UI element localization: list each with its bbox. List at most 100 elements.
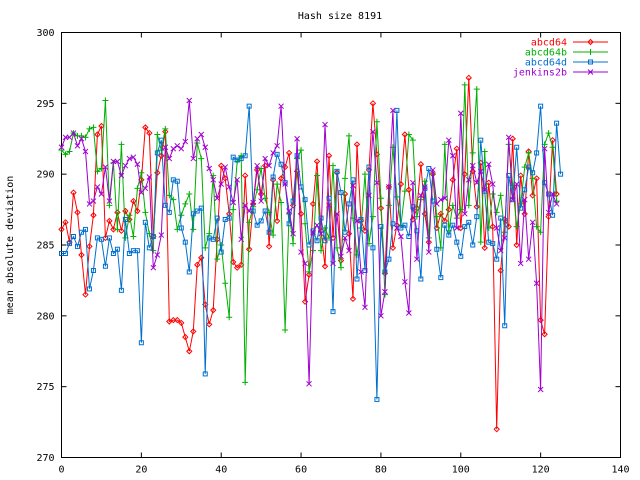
series-layer [58,74,564,433]
data-point [166,155,173,162]
y-tick-label: 285 [36,241,54,252]
data-point [410,179,416,186]
data-point [401,188,408,195]
data-point [290,230,296,237]
legend-label: jenkins2b [513,68,567,79]
data-point [321,263,329,270]
data-point [446,232,452,238]
data-point [62,219,69,226]
data-point [493,425,500,433]
data-point [370,245,376,251]
data-point [538,103,544,109]
data-point [206,165,213,172]
data-point [342,235,348,241]
data-point [525,149,532,156]
data-point [509,196,516,203]
data-point [106,235,112,241]
data-point [493,225,500,231]
data-point [86,201,93,207]
data-point [326,202,332,209]
data-point [186,269,192,275]
data-point [230,154,236,160]
data-point [481,244,488,252]
data-point [425,234,432,241]
data-point [194,261,201,269]
data-point [82,148,89,155]
legend-label: abcd64d [525,58,567,69]
data-point [218,181,225,187]
data-point [457,110,464,117]
data-point [525,256,532,263]
data-point [190,328,197,335]
data-point [302,260,308,267]
data-point [174,316,181,324]
data-point [202,144,209,151]
data-point [513,181,520,187]
data-point [146,245,152,251]
data-point [86,286,92,292]
data-point [210,306,217,314]
data-point [94,168,101,175]
data-point [270,174,276,180]
data-point [390,221,396,227]
data-point [449,202,456,209]
data-point [549,144,556,151]
data-point [142,185,149,192]
data-point [270,150,276,156]
data-point [509,135,516,142]
data-point [421,178,428,185]
data-point [134,248,140,254]
data-point [253,166,261,174]
data-point [306,242,312,248]
data-point [226,215,232,221]
data-point [142,124,149,131]
data-point [106,198,113,204]
data-point [402,278,408,285]
data-point [242,379,249,386]
data-point [282,181,288,187]
data-point [385,202,392,209]
data-point [366,192,372,199]
data-point [361,171,368,178]
data-point [265,243,273,250]
data-point [98,191,105,197]
x-tick-label: 80 [375,465,387,476]
data-point [66,148,73,155]
data-point [546,191,552,197]
data-point [518,205,524,211]
data-point [106,202,113,209]
data-point [529,219,536,226]
data-point [338,264,344,271]
data-point [290,240,297,247]
data-point [382,269,388,275]
data-point [461,81,468,88]
data-point [146,174,153,180]
data-point [118,141,125,148]
data-point [158,137,164,143]
data-point [345,132,352,139]
data-point [465,74,472,82]
data-point [186,97,193,104]
data-point [498,215,504,221]
data-point [474,214,480,220]
data-point [346,201,352,207]
data-point [118,227,125,235]
data-point [154,150,160,156]
data-point [142,219,148,225]
data-point [414,256,420,263]
data-point [493,209,500,216]
data-point [370,128,376,135]
data-point [549,136,556,144]
data-point [218,249,224,255]
data-point [90,124,97,131]
data-point [394,225,400,231]
data-point [114,246,120,252]
data-point [234,176,241,183]
data-point [481,148,488,155]
data-point [66,241,72,247]
data-point [465,202,472,209]
data-point [82,226,88,232]
data-point [250,199,257,206]
data-point [521,196,528,203]
